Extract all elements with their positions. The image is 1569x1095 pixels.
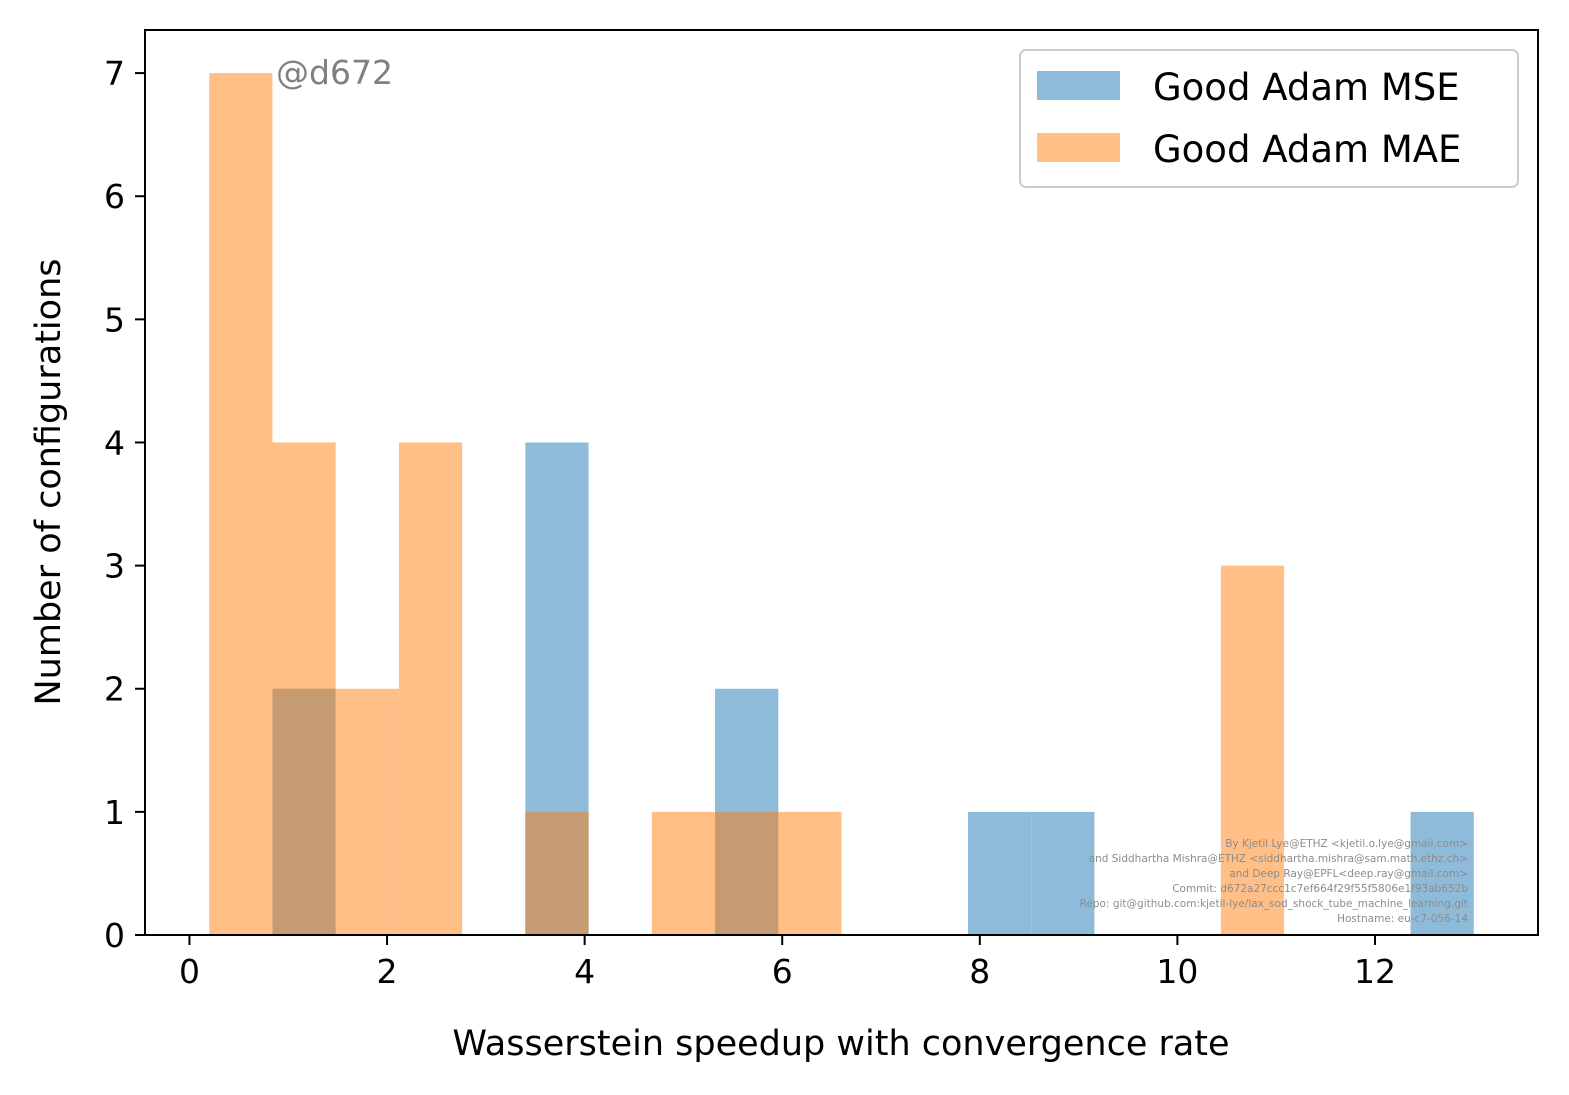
watermark-text: @d672 [276,53,393,92]
plot-frame [144,29,1539,936]
x-tick-label: 8 [969,952,990,991]
bar-mse [967,811,1032,935]
overlap-layer [272,688,779,935]
bar-mse [1410,811,1474,935]
credit-line: Hostname: eu-c7-056-14 [1337,913,1468,925]
y-tick-label: 0 [104,916,125,955]
y-tick-label: 4 [104,423,125,462]
bar-mae [1220,565,1285,935]
bar-overlap [272,688,336,935]
bar-overlap [525,811,589,935]
bar-mse [1031,811,1095,935]
y-axis-ticks: 0 1 2 3 4 5 6 7 [104,54,145,955]
y-axis-label: Number of configurations [29,259,69,706]
x-axis-ticks: 0 2 4 6 8 10 12 [179,935,1396,991]
y-tick-label: 2 [104,670,125,709]
credits-block: By Kjetil Lye@ETHZ <kjetil.o.lye@gmail.c… [1080,838,1469,925]
legend-swatch-mse [1037,71,1120,100]
x-axis-label: Wasserstein speedup with convergence rat… [452,1024,1229,1064]
x-tick-label: 6 [772,952,793,991]
x-tick-label: 4 [574,952,595,991]
bar-mae [398,442,463,935]
legend-label-mse: Good Adam MSE [1153,66,1460,109]
y-tick-label: 6 [104,177,125,216]
legend: Good Adam MSE Good Adam MAE [1019,49,1519,188]
credit-line: and Deep Ray@EPFL<deep.ray@gmail.com> [1229,868,1468,880]
credit-line: Commit: d672a27ccc1c7ef664f29f55f5806e1f… [1172,883,1468,895]
legend-label-mae: Good Adam MAE [1153,128,1461,171]
y-tick-label: 5 [104,300,125,339]
legend-swatch-mae [1037,133,1120,162]
bar-mae [335,688,399,935]
y-tick-label: 1 [104,793,125,832]
credit-line: By Kjetil Lye@ETHZ <kjetil.o.lye@gmail.c… [1225,838,1468,850]
legend-box [1019,49,1519,188]
x-tick-label: 12 [1354,952,1396,991]
bar-mae [778,811,842,935]
bar-overlap [715,811,779,935]
y-tick-label: 7 [104,54,125,93]
x-tick-label: 10 [1156,952,1198,991]
bar-mae [209,73,273,936]
x-tick-label: 0 [179,952,200,991]
credit-line: and Siddhartha Mishra@ETHZ <siddhartha.m… [1089,853,1468,865]
credit-line: Repo: git@github.com:kjetil-lye/lax_sod_… [1080,898,1468,910]
bar-mae [651,811,716,935]
x-tick-label: 2 [377,952,398,991]
y-tick-label: 3 [104,547,125,586]
